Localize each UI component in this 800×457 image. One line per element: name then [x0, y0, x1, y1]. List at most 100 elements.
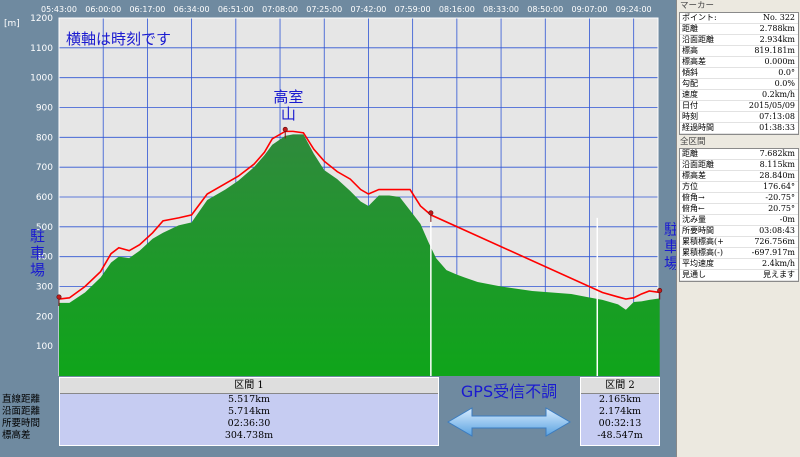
elevation-chart-area: 1200 1100 1000 900 800 700 600 500 400 300 200 100 … — [0, 0, 679, 377]
total-table: 距離 7.682km 沿面距離 8.115km 標高差 28.840m 方位 176.64° 俯… — [679, 148, 799, 282]
x-tick-label: 08:33:00 — [483, 5, 519, 14]
total-value: 176.64° — [763, 182, 795, 191]
marker-value: 07:13:08 — [759, 112, 795, 121]
parking-label: 場 — [664, 254, 676, 272]
marker-row: 標高差 0.000m — [680, 57, 798, 68]
y-tick-label: 800 — [36, 133, 53, 143]
row-label-surface-distance: 沿面距離 — [2, 406, 41, 417]
marker-row: 速度 0.2km/h — [680, 90, 798, 101]
section-1-elevation-diff: 304.738m — [224, 430, 274, 441]
y-tick-label: 300 — [36, 283, 53, 293]
x-tick-label: 08:50:00 — [527, 5, 563, 14]
route-line — [58, 130, 660, 300]
y-tick-label: 900 — [36, 104, 53, 114]
row-label-straight-distance: 直線距離 — [2, 394, 41, 405]
section-1-surface-distance: 5.714km — [228, 406, 270, 417]
total-key: 俯角→ — [682, 193, 705, 202]
marker-value: 2.934km — [759, 35, 795, 44]
marker-row: 沿面距離 2.934km — [680, 35, 798, 46]
total-row: 沈み量 -0m — [680, 215, 798, 226]
total-key: 累積標高(+) — [682, 237, 724, 246]
y-tick-label: 1000 — [30, 74, 53, 84]
marker-row: ポイント: No. 322 — [680, 13, 798, 24]
x-tick-label: 07:25:00 — [306, 5, 342, 14]
gps-note-text: GPS受信不調 — [460, 382, 558, 401]
total-key: 見通し — [682, 270, 706, 279]
y-tick-label: 500 — [36, 223, 53, 233]
section-2-elevation-diff: -48.547m — [597, 430, 643, 441]
x-tick-label: 07:42:00 — [350, 5, 386, 14]
marker-value: 819.181m — [754, 46, 795, 55]
x-tick-label: 09:24:00 — [616, 5, 652, 14]
section-1-elapsed-time: 02:36:30 — [227, 418, 271, 429]
marker-key: 沿面距離 — [682, 35, 714, 44]
marker-table: ポイント: No. 322 距離 2.788km 沿面距離 2.934km 標高 819.18… — [679, 12, 799, 135]
chart-title: 横軸は時刻です — [66, 30, 171, 48]
total-key: 沈み量 — [682, 215, 706, 224]
row-label-elevation-diff: 標高差 — [2, 430, 31, 441]
marker-row: 距離 2.788km — [680, 24, 798, 35]
y-tick-label: 400 — [36, 253, 53, 263]
x-tick-label: 05:43:00 — [41, 5, 77, 14]
marker-key: 速度 — [682, 90, 698, 99]
route-markers — [56, 126, 663, 307]
total-group: 全区間 距離 7.682km 沿面距離 8.115km 標高差 28.840m 方位 176.… — [679, 137, 799, 282]
marker-key: 標高差 — [682, 57, 706, 66]
total-row: 累積標高(+) 726.756m — [680, 237, 798, 248]
marker-group-title: マーカー — [680, 1, 715, 11]
marker-value: 0.0% — [774, 79, 795, 88]
marker-value: No. 322 — [762, 13, 795, 22]
total-value: 見えます — [763, 270, 795, 279]
y-axis-label: [m] — [4, 19, 20, 29]
elevation-chart[interactable]: 120011001000900800700600500400300200100 … — [0, 0, 679, 377]
total-key: 標高差 — [682, 171, 706, 180]
total-key: 方位 — [682, 182, 698, 191]
marker-key: 経過時間 — [682, 123, 714, 132]
total-row: 俯角→ -20.75° — [680, 193, 798, 204]
section-2-title: 区間 2 — [581, 378, 659, 394]
section-1-panel[interactable]: 区間 1 5.517km 5.714km 02:36:30 304.738m — [59, 377, 439, 446]
total-key: 俯角← — [682, 204, 705, 213]
marker-row: 時刻 07:13:08 — [680, 112, 798, 123]
total-value: 7.682km — [759, 149, 795, 158]
double-arrow-icon — [447, 407, 571, 437]
marker-row: 日付 2015/05/09 — [680, 101, 798, 112]
total-value: 28.840m — [759, 171, 795, 180]
total-row: 平均速度 2.4km/h — [680, 259, 798, 270]
gps-note: GPS受信不調 — [440, 378, 578, 444]
y-tick-label: 100 — [36, 342, 53, 352]
total-row: 沿面距離 8.115km — [680, 160, 798, 171]
marker-value: 2.788km — [759, 24, 795, 33]
total-value: 8.115km — [759, 160, 795, 169]
x-tick-label: 09:07:00 — [572, 5, 608, 14]
total-value: -20.75° — [765, 193, 795, 202]
total-row: 所要時間 03:08:43 — [680, 226, 798, 237]
y-tick-label: 700 — [36, 163, 53, 173]
total-value: 03:08:43 — [759, 226, 795, 235]
total-value: -0m — [779, 215, 795, 224]
x-tick-label: 06:34:00 — [174, 5, 210, 14]
total-key: 距離 — [682, 149, 698, 158]
parking-label: 駐 — [30, 227, 45, 245]
section-2-elapsed-time: 00:32:13 — [598, 418, 642, 429]
section-dividers — [430, 217, 599, 376]
total-group-title: 全区間 — [680, 137, 706, 147]
summit-label: 山 — [281, 105, 296, 123]
marker-row: 標高 819.181m — [680, 46, 798, 57]
total-value: 20.75° — [768, 204, 795, 213]
section-2-panel[interactable]: 区間 2 2.165km 2.174km 00:32:13 -48.547m — [580, 377, 660, 446]
total-key: 所要時間 — [682, 226, 714, 235]
marker-key: 勾配 — [682, 79, 698, 88]
parking-label: 車 — [30, 244, 45, 262]
marker-group: マーカー ポイント: No. 322 距離 2.788km 沿面距離 2.934km 標高 8… — [679, 1, 799, 135]
terrain-area — [59, 134, 660, 376]
total-key: 平均速度 — [682, 259, 714, 268]
row-label-elapsed-time: 所要時間 — [2, 418, 41, 429]
x-tick-label: 06:51:00 — [218, 5, 254, 14]
section-2-straight-distance: 2.165km — [599, 394, 641, 405]
marker-key: ポイント: — [682, 13, 717, 22]
total-row: 俯角← 20.75° — [680, 204, 798, 215]
section-1-title: 区間 1 — [60, 378, 438, 394]
info-panel: マーカー ポイント: No. 322 距離 2.788km 沿面距離 2.934km 標高 8… — [676, 0, 800, 457]
